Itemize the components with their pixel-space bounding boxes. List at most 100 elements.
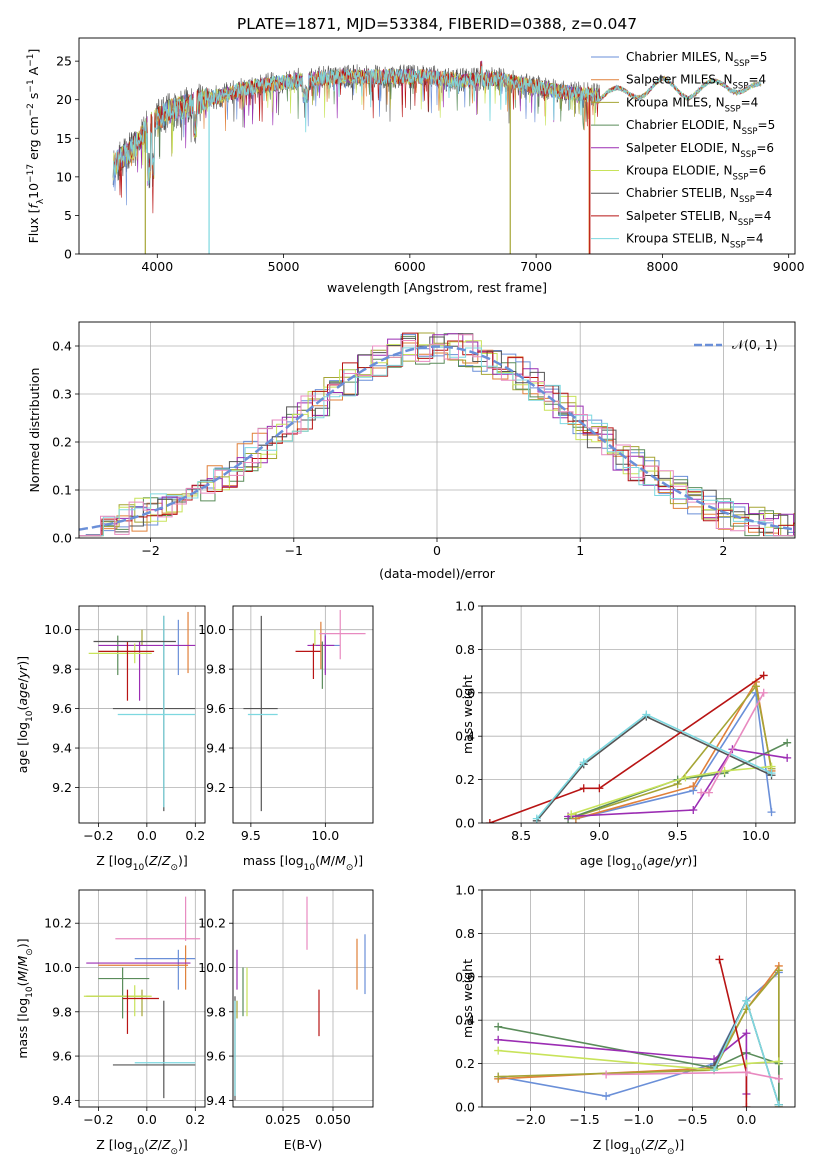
legend-suffix: =4 bbox=[741, 95, 759, 109]
label-part: −1 bbox=[26, 79, 36, 92]
label-part: 10 bbox=[631, 863, 643, 873]
label-part: Z bbox=[161, 853, 171, 868]
label-part: Z bbox=[148, 853, 158, 868]
label-part: / bbox=[15, 677, 30, 682]
histogram-ks bbox=[79, 346, 795, 537]
y-tick-label: 10.2 bbox=[44, 916, 72, 931]
label-part: ] bbox=[26, 49, 41, 54]
label-part: ( bbox=[144, 1137, 149, 1152]
x-tick-label: 0.050 bbox=[315, 1112, 351, 1127]
series-marker-se bbox=[783, 753, 792, 762]
legend-text: Salpeter ELODIE, N bbox=[626, 141, 740, 155]
y-tick-label: 9.2 bbox=[52, 780, 72, 795]
label-part: 10 bbox=[629, 1147, 641, 1157]
label-part: age bbox=[647, 853, 671, 868]
legend-suffix: =4 bbox=[748, 73, 766, 87]
label-part: mass [ bbox=[15, 1017, 30, 1059]
legend-sub: SSP bbox=[733, 82, 749, 92]
legend-suffix: =6 bbox=[756, 141, 774, 155]
age_vs_Z-plot-area bbox=[88, 611, 196, 812]
y-tick-label: 9.8 bbox=[52, 1004, 72, 1019]
weight_vs_Z-xlabel: Z [log10(Z/Z⊙)] bbox=[593, 1137, 685, 1157]
label-part: log bbox=[15, 998, 30, 1017]
series-marker-pk bbox=[742, 1068, 751, 1077]
y-tick-label: 1.0 bbox=[455, 599, 475, 614]
x-tick-label: 9.5 bbox=[668, 828, 688, 843]
series-line-ke bbox=[498, 1049, 779, 1071]
legend-sub: SSP bbox=[738, 218, 754, 228]
y-tick-label: 0.8 bbox=[455, 926, 475, 941]
x-tick-label: 10.0 bbox=[311, 828, 339, 843]
label-part: log bbox=[15, 722, 30, 741]
label-part: )] bbox=[353, 853, 363, 868]
legend-sub: SSP bbox=[730, 241, 746, 251]
legend-sub: SSP bbox=[725, 104, 741, 114]
series-marker-ks bbox=[642, 710, 651, 719]
mass_vs_EBV-axes bbox=[229, 890, 373, 1111]
label-part: age bbox=[15, 682, 30, 706]
series-line-ke bbox=[570, 765, 772, 816]
label-part: log bbox=[612, 853, 631, 868]
y-tick-label: 0.2 bbox=[455, 1056, 475, 1071]
series-marker-sm bbox=[689, 782, 698, 791]
label-part: A bbox=[26, 66, 41, 79]
label-part: / bbox=[331, 853, 336, 868]
label-part: −1 bbox=[26, 53, 36, 66]
y-tick-label: 0.0 bbox=[455, 1100, 475, 1115]
age_vs_Z-xlabel: Z [log10(Z/Z⊙)] bbox=[96, 853, 188, 873]
y-tick-label: 0.4 bbox=[455, 729, 475, 744]
label-part: )] bbox=[15, 938, 30, 948]
y-tick-label: 9.6 bbox=[52, 701, 72, 716]
series-marker-ss bbox=[742, 1103, 751, 1107]
legend-label-se: Salpeter ELODIE, NSSP=6 bbox=[626, 141, 774, 160]
y-tick-label: 0.0 bbox=[455, 816, 475, 831]
y-tick-label: 9.8 bbox=[52, 662, 72, 677]
x-tick-label: −0.5 bbox=[677, 1112, 707, 1127]
label-part: Z bbox=[148, 1137, 158, 1152]
y-tick-label: 0.4 bbox=[52, 339, 72, 354]
label-part: age [ bbox=[15, 741, 30, 773]
x-tick-label: 9.0 bbox=[589, 828, 609, 843]
series-marker-ks bbox=[532, 814, 541, 823]
label-part: ( bbox=[641, 1137, 646, 1152]
x-tick-label: 0.0 bbox=[736, 1112, 756, 1127]
label-part: ⊙ bbox=[25, 948, 35, 956]
series-marker-ke bbox=[720, 766, 729, 775]
label-part: log bbox=[114, 1137, 133, 1152]
y-tick-label: 10.0 bbox=[44, 960, 72, 975]
series-marker-pk bbox=[704, 788, 713, 797]
y-tick-label: 5 bbox=[64, 208, 72, 223]
x-tick-label: 5000 bbox=[268, 259, 300, 274]
y-tick-label: 9.4 bbox=[206, 1093, 226, 1108]
label-part: erg cm bbox=[26, 116, 41, 164]
label-part: yr bbox=[15, 665, 30, 679]
series-marker-ks bbox=[774, 1100, 783, 1107]
series-marker-pk bbox=[759, 688, 768, 697]
legend-sub: SSP bbox=[733, 173, 749, 183]
weight_vs_age-xlabel: age [log10(age/yr)] bbox=[580, 853, 697, 873]
series-marker-ce bbox=[783, 738, 792, 747]
mass_vs_Z-plot-area bbox=[83, 896, 201, 1099]
series-line-cm bbox=[575, 690, 773, 820]
series-marker-se bbox=[689, 805, 698, 814]
label-part: Z [ bbox=[593, 1137, 610, 1152]
x-tick-label: 0.0 bbox=[137, 1112, 157, 1127]
y-tick-label: 9.4 bbox=[52, 741, 72, 756]
figure-title: PLATE=1871, MJD=53384, FIBERID=0388, z=0… bbox=[237, 15, 637, 33]
series-marker-ss bbox=[595, 784, 604, 793]
series-marker-se bbox=[742, 1029, 751, 1038]
x-tick-label: 9.5 bbox=[241, 828, 261, 843]
spectrum-frame bbox=[78, 37, 796, 255]
residuals-plot-area bbox=[79, 332, 795, 537]
label-part: 10 bbox=[133, 1147, 145, 1157]
label-part: λ bbox=[36, 198, 46, 204]
legend-label-cm: Chabrier MILES, NSSP=5 bbox=[626, 50, 767, 69]
label-part: log bbox=[114, 853, 133, 868]
histogram-ce bbox=[79, 333, 795, 537]
y-tick-label: 0.0 bbox=[52, 531, 72, 546]
legend-label-ss: Salpeter STELIB, NSSP=4 bbox=[626, 209, 771, 228]
legend-suffix: =4 bbox=[746, 232, 764, 246]
y-tick-label: 9.2 bbox=[206, 780, 226, 795]
legend-label-ke: Kroupa ELODIE, NSSP=6 bbox=[626, 164, 766, 183]
